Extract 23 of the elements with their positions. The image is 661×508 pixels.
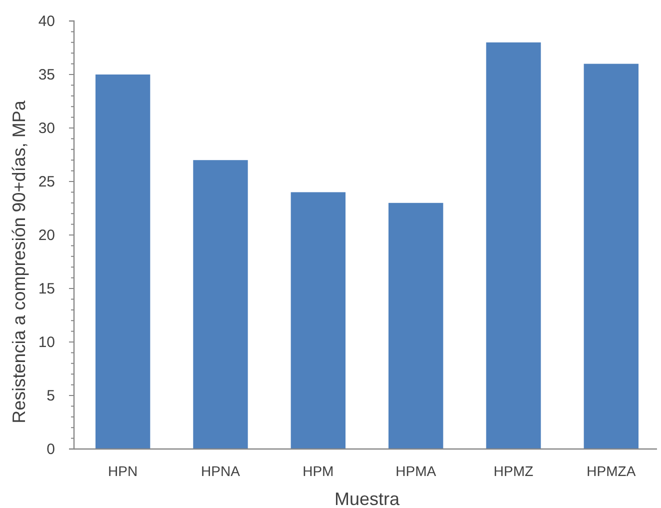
x-tick-label: HPMA xyxy=(396,462,437,479)
x-tick-label: HPM xyxy=(302,462,334,479)
y-tick-label: 0 xyxy=(46,440,55,458)
y-tick-label: 10 xyxy=(38,334,55,351)
y-tick-label: 40 xyxy=(38,12,55,30)
bar xyxy=(584,64,639,449)
y-tick-label: 30 xyxy=(38,120,55,137)
x-tick-label: HPNA xyxy=(201,462,241,479)
bar xyxy=(486,42,541,449)
bar xyxy=(193,160,248,449)
y-tick-label: 20 xyxy=(38,226,55,244)
x-tick-label: HPMZ xyxy=(494,462,534,479)
y-tick-label: 15 xyxy=(38,280,55,298)
bar xyxy=(290,192,346,449)
bar xyxy=(95,74,150,449)
y-tick-label: 35 xyxy=(38,66,55,84)
y-tick-label: 25 xyxy=(38,173,55,190)
bar xyxy=(388,202,444,449)
y-tick-label: 5 xyxy=(46,387,55,404)
x-axis-title: Muestra xyxy=(334,489,400,508)
y-axis-title: Resistencia a compresión 90+días, MPa xyxy=(9,100,29,424)
x-tick-label: HPN xyxy=(108,462,138,479)
x-tick-label: HPMZA xyxy=(586,462,636,479)
